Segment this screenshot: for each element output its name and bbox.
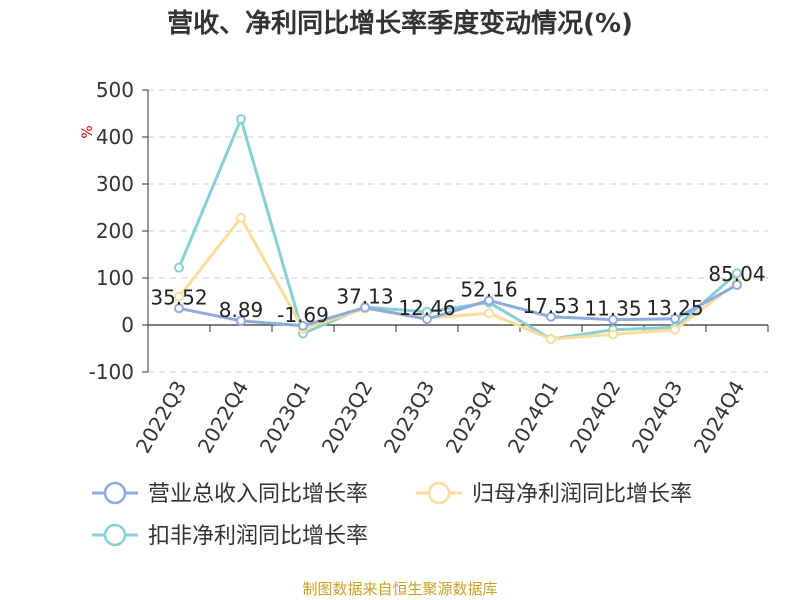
series-line (177, 216, 738, 341)
gridlines (148, 89, 768, 373)
x-tick-label: 2022Q4 (193, 377, 253, 458)
data-point (670, 313, 680, 324)
data-point (236, 212, 246, 223)
series-lines (174, 114, 742, 345)
data-label: -1.69 (277, 303, 329, 327)
data-point (360, 302, 370, 313)
data-point (298, 320, 308, 331)
data-point (732, 268, 742, 279)
x-tick-label: 2023Q4 (441, 377, 501, 458)
data-label: 11.35 (584, 297, 641, 321)
legend-label: 扣非净利润同比增长率 (148, 524, 368, 549)
y-tick-label: -100 (89, 360, 134, 384)
data-label: 13.25 (646, 296, 703, 320)
x-tick-label: 2024Q2 (565, 377, 625, 458)
legend-swatch-marker (103, 523, 127, 547)
x-tick-label: 2024Q4 (689, 377, 749, 458)
data-label: 52.16 (460, 277, 517, 301)
x-tick-label: 2024Q1 (503, 377, 563, 458)
y-tick-label: 300 (96, 172, 134, 196)
x-tick-label: 2023Q3 (379, 377, 439, 458)
x-tick-label: 2023Q2 (317, 377, 377, 458)
data-point (484, 295, 494, 306)
series-line (178, 283, 738, 328)
data-point (484, 308, 494, 319)
data-point (670, 324, 680, 335)
x-tick-label: 2024Q3 (627, 377, 687, 458)
data-point (608, 314, 618, 325)
data-label: 12.46 (398, 296, 455, 320)
data-label: 37.13 (336, 285, 393, 309)
y-tick-label: 500 (96, 78, 134, 102)
data-label: 17.53 (522, 294, 579, 318)
data-point (236, 114, 246, 125)
x-tick-label: 2023Q1 (255, 377, 315, 458)
data-label: 8.89 (219, 298, 264, 322)
legend-swatch-marker (103, 481, 127, 505)
data-point (174, 303, 184, 314)
series-line (177, 117, 738, 341)
legend-label: 归母净利润同比增长率 (472, 482, 692, 507)
data-point (608, 329, 618, 340)
y-tick-label: 0 (121, 313, 134, 337)
data-point (422, 314, 432, 325)
legend-swatch-marker (427, 481, 451, 505)
data-label: 35.52 (150, 285, 207, 309)
data-point (236, 315, 246, 326)
x-tick-label: 2022Q3 (131, 377, 191, 458)
source-note: 制图数据来自恒生聚源数据库 (302, 580, 497, 598)
y-tick-label: 400 (96, 125, 134, 149)
data-point (546, 334, 556, 345)
data-point (174, 291, 184, 302)
y-tick-label: 200 (96, 219, 134, 243)
chart-title: 营收、净利同比增长率季度变动情况(%) (167, 8, 633, 39)
data-label: 85.04 (708, 262, 765, 286)
y-axis-unit-label: % (80, 125, 96, 138)
data-point (174, 262, 184, 273)
data-point (732, 280, 742, 291)
y-tick-label: 100 (96, 266, 134, 290)
data-point (546, 311, 556, 322)
legend-label: 营业总收入同比增长率 (148, 482, 368, 507)
